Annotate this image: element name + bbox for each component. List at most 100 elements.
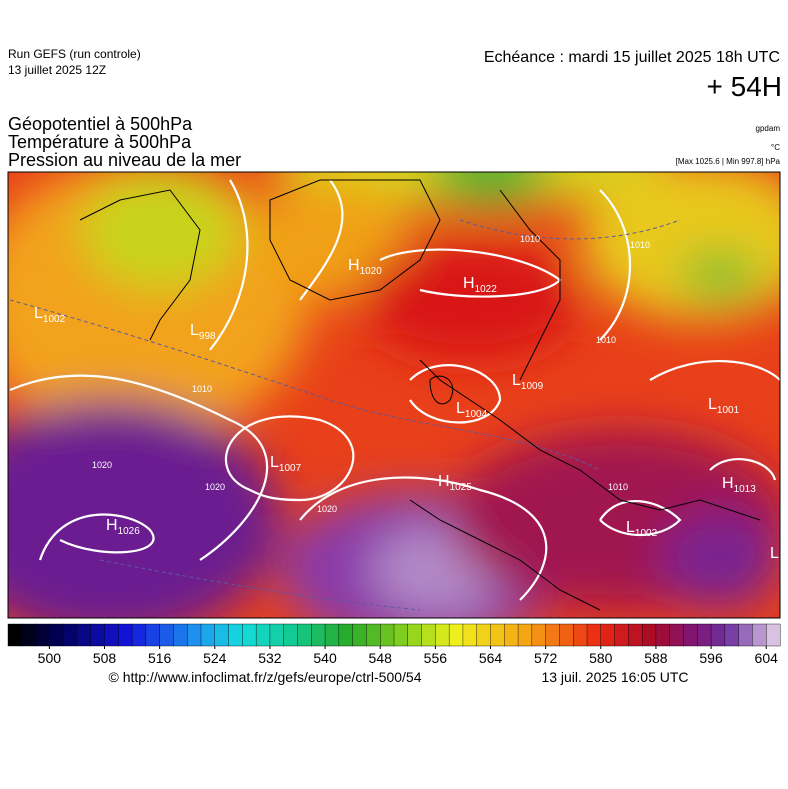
colorbar-label: 508	[93, 650, 117, 666]
color-swatch	[200, 623, 216, 647]
pressure-center: L1004	[456, 400, 488, 420]
color-swatch	[35, 623, 50, 647]
color-swatch	[49, 623, 64, 647]
color-swatch	[724, 623, 740, 647]
pressure-center: L	[770, 545, 779, 562]
isobar-label: 1010	[608, 482, 628, 492]
colorbar-label: 532	[258, 650, 282, 666]
isobar-label: 1010	[520, 234, 540, 244]
color-swatch	[683, 623, 698, 647]
map: L1002 L998 H1020 H1022 L1004 L1009 L1007 H1025 H…	[8, 172, 780, 618]
color-swatch	[545, 623, 560, 647]
color-swatch	[214, 623, 230, 647]
pressure-center: L1002	[626, 519, 658, 539]
isobar-label: 1020	[317, 504, 337, 514]
color-swatch	[324, 623, 340, 647]
colorbar-label: 548	[369, 650, 393, 666]
color-swatch	[131, 623, 147, 647]
pressure-center: L1001	[708, 396, 740, 416]
title: Géopotentiel à 500hPa	[8, 114, 193, 134]
color-swatch	[531, 623, 547, 647]
color-swatch	[21, 623, 37, 647]
color-swatch	[614, 623, 629, 647]
color-swatch	[76, 623, 92, 647]
pressure-center: H1025	[438, 473, 472, 493]
color-swatch	[669, 623, 685, 647]
color-swatch	[104, 623, 119, 647]
pressure-center: L998	[190, 322, 216, 342]
color-swatch	[173, 623, 188, 647]
color-swatch	[187, 623, 202, 647]
colorbar-label: 564	[479, 650, 503, 666]
color-swatch	[118, 623, 133, 647]
colorbar-label: 596	[699, 650, 723, 666]
valid-time: Echéance : mardi 15 juillet 2025 18h UTC	[484, 49, 780, 66]
source: © http://www.infoclimat.fr/z/gefs/europe…	[108, 669, 421, 685]
color-swatch	[435, 623, 450, 647]
color-swatch	[407, 623, 423, 647]
unit: [Max 1025.6 | Min 997.8] hPa	[676, 157, 781, 166]
color-swatch	[738, 623, 753, 647]
color-swatch	[297, 623, 312, 647]
isobar-label: 1010	[630, 240, 650, 250]
color-swatch	[338, 623, 354, 647]
isobar-label: 1020	[92, 460, 112, 470]
color-swatch	[504, 623, 519, 647]
pressure-center: H1013	[722, 475, 756, 495]
color-swatch	[269, 623, 285, 647]
color-swatch	[752, 623, 767, 647]
lead-time: + 54H	[707, 71, 783, 102]
color-swatch	[366, 623, 381, 647]
colorbar-label: 556	[424, 650, 448, 666]
colorbar-label: 572	[534, 650, 558, 666]
pressure-center: H1020	[348, 257, 382, 277]
run: Run GEFS (run controle)	[8, 47, 141, 61]
color-swatch	[710, 623, 726, 647]
unit: °C	[771, 143, 780, 152]
color-swatch	[242, 623, 257, 647]
colorbar-label: 580	[589, 650, 613, 666]
color-swatch	[559, 623, 574, 647]
color-swatch	[90, 623, 106, 647]
color-swatch	[573, 623, 588, 647]
color-swatch	[62, 623, 78, 647]
title: Pression au niveau de la mer	[8, 150, 241, 170]
color-swatch	[7, 623, 23, 647]
colorbar-label: 604	[755, 650, 779, 666]
colorbar-label: 588	[644, 650, 668, 666]
color-swatch	[462, 623, 478, 647]
color-swatch	[586, 623, 602, 647]
color-swatch	[697, 623, 712, 647]
color-swatch	[641, 623, 657, 647]
color-swatch	[766, 623, 781, 647]
color-swatch	[311, 623, 326, 647]
title: Température à 500hPa	[8, 132, 192, 152]
unit: gpdam	[756, 124, 781, 133]
color-swatch	[283, 623, 299, 647]
run-date: 13 juillet 2025 12Z	[8, 63, 106, 77]
generated: 13 juil. 2025 16:05 UTC	[541, 669, 688, 685]
color-swatch	[159, 623, 174, 647]
color-swatch	[352, 623, 367, 647]
color-swatch	[380, 623, 395, 647]
pressure-center: L1007	[270, 454, 302, 474]
color-swatch	[145, 623, 161, 647]
color-swatch	[255, 623, 271, 647]
pressure-center: L1002	[34, 305, 66, 325]
color-swatch	[393, 623, 409, 647]
color-swatch	[476, 623, 492, 647]
color-swatch	[490, 623, 505, 647]
pressure-center: H1026	[106, 517, 140, 537]
map-frame	[7, 171, 781, 619]
pressure-center: L1009	[512, 372, 544, 392]
color-swatch	[655, 623, 671, 647]
color-swatch	[421, 623, 436, 647]
color-swatch	[600, 623, 616, 647]
colorbar-label: 540	[313, 650, 337, 666]
colorbar-label: 516	[148, 650, 172, 666]
color-swatch	[628, 623, 643, 647]
color-swatch	[228, 623, 243, 647]
pressure-center: H1022	[463, 275, 497, 295]
isobar-label: 1010	[596, 335, 616, 345]
